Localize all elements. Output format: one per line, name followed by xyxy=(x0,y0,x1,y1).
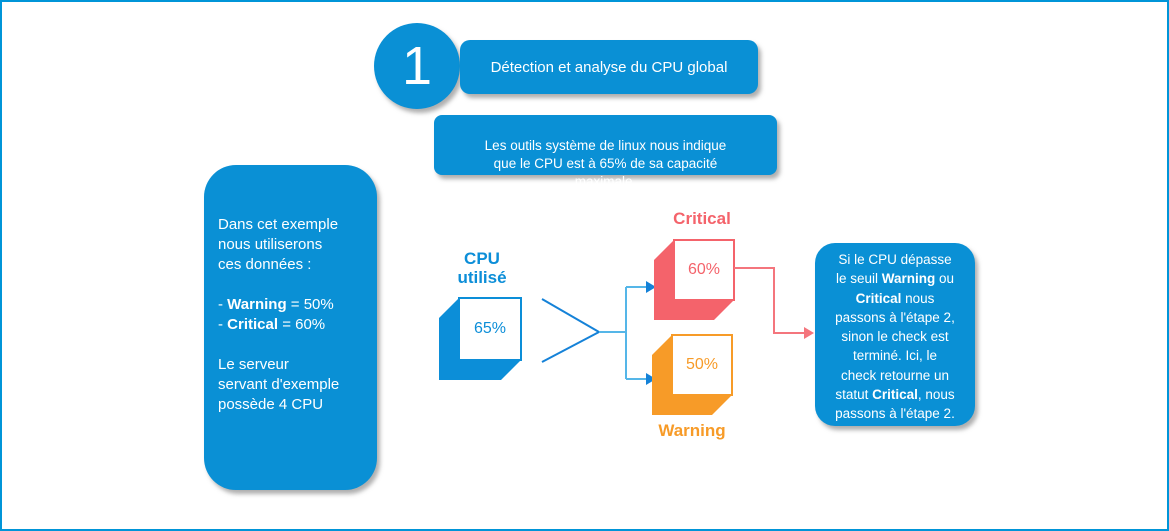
compare-line-bottom xyxy=(541,331,600,363)
flow-diagram xyxy=(439,239,814,415)
step-number: 1 xyxy=(401,36,433,96)
step-number-circle: 1 xyxy=(374,23,460,109)
step-title-box: Détection et analyse du CPU global xyxy=(460,40,758,94)
warning-value: 50% xyxy=(685,356,719,373)
critical-shape-face xyxy=(673,239,735,301)
right-note-box: Si le CPU dépasse le seuil Warning ou Cr… xyxy=(815,243,975,426)
subtitle-box: Les outils système de linux nous indique… xyxy=(434,115,777,189)
cpu-shape-face xyxy=(458,297,522,361)
left-note-box: Dans cet exemple nous utiliserons ces do… xyxy=(204,165,377,490)
compare-line-top xyxy=(541,298,600,333)
cpu-label: CPU utilisé xyxy=(457,249,507,287)
subtitle-text: Les outils système de linux nous indique… xyxy=(484,138,727,189)
critical-value: 60% xyxy=(687,261,721,278)
arrowhead-to-warning-icon xyxy=(646,373,656,385)
critical-label: Critical xyxy=(673,209,731,228)
warning-shape-face xyxy=(671,334,733,396)
arrowhead-to-note-icon xyxy=(804,327,814,339)
critical-result-arrow xyxy=(734,267,804,334)
step-title: Détection et analyse du CPU global xyxy=(490,58,728,76)
warning-label: Warning xyxy=(658,421,726,440)
branch-connector xyxy=(599,286,646,380)
cpu-value: 65% xyxy=(473,320,507,337)
arrowhead-to-critical-icon xyxy=(646,281,656,293)
